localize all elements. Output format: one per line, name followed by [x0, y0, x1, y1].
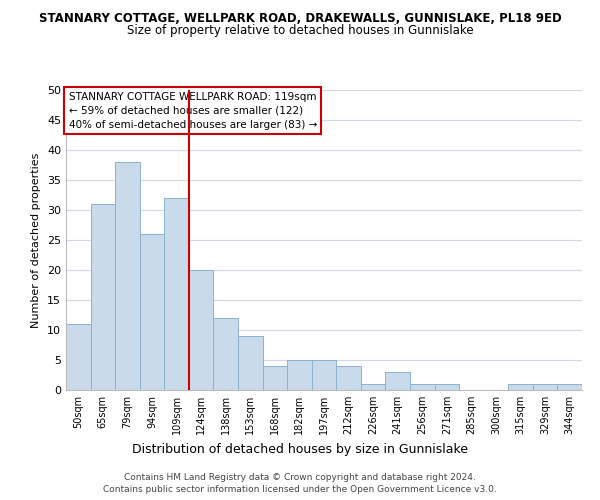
Bar — [361, 384, 385, 390]
Text: STANNARY COTTAGE, WELLPARK ROAD, DRAKEWALLS, GUNNISLAKE, PL18 9ED: STANNARY COTTAGE, WELLPARK ROAD, DRAKEWA… — [38, 12, 562, 26]
Text: Distribution of detached houses by size in Gunnislake: Distribution of detached houses by size … — [132, 442, 468, 456]
Bar — [312, 360, 336, 390]
Bar — [410, 384, 434, 390]
Bar — [214, 318, 238, 390]
Bar — [238, 336, 263, 390]
Text: Size of property relative to detached houses in Gunnislake: Size of property relative to detached ho… — [127, 24, 473, 37]
Bar — [434, 384, 459, 390]
Bar — [115, 162, 140, 390]
Y-axis label: Number of detached properties: Number of detached properties — [31, 152, 41, 328]
Text: Contains public sector information licensed under the Open Government Licence v3: Contains public sector information licen… — [103, 485, 497, 494]
Bar — [164, 198, 189, 390]
Bar — [140, 234, 164, 390]
Bar — [287, 360, 312, 390]
Bar — [533, 384, 557, 390]
Bar — [557, 384, 582, 390]
Bar — [189, 270, 214, 390]
Text: STANNARY COTTAGE WELLPARK ROAD: 119sqm
← 59% of detached houses are smaller (122: STANNARY COTTAGE WELLPARK ROAD: 119sqm ←… — [68, 92, 317, 130]
Bar — [385, 372, 410, 390]
Text: Contains HM Land Registry data © Crown copyright and database right 2024.: Contains HM Land Registry data © Crown c… — [124, 472, 476, 482]
Bar — [91, 204, 115, 390]
Bar — [336, 366, 361, 390]
Bar — [263, 366, 287, 390]
Bar — [508, 384, 533, 390]
Bar — [66, 324, 91, 390]
